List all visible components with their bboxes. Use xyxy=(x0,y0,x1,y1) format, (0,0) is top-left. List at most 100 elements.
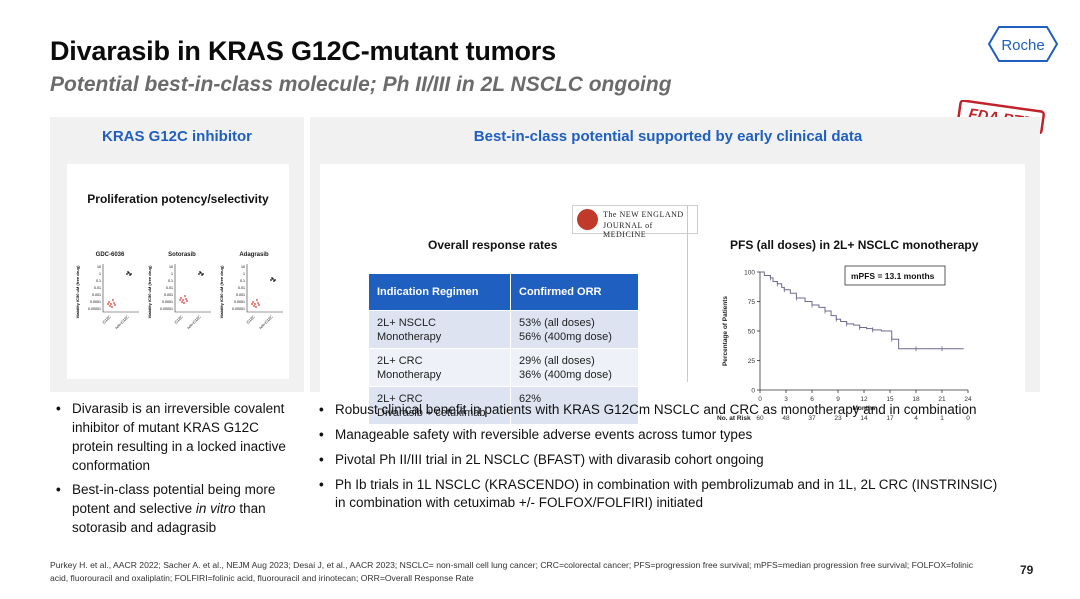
left-bullets: Divarasib is an irreversible covalent in… xyxy=(56,399,296,542)
mini-point-non-g12c xyxy=(270,279,272,281)
orr-cell-value: 53% (all doses) 56% (400mg dose) xyxy=(510,310,639,349)
list-item: Manageable safety with reversible advers… xyxy=(319,426,1009,444)
x-tick-label: 3 xyxy=(784,396,788,403)
mini-axis xyxy=(102,264,139,313)
mini-point-g12c xyxy=(179,299,181,301)
mini-ytick: 0.1 xyxy=(240,279,245,283)
mini-point-g12c xyxy=(256,299,258,301)
y-tick-label: 100 xyxy=(744,270,755,277)
mini-point-g12c xyxy=(183,302,185,304)
mini-point-non-g12c xyxy=(271,277,273,279)
mini-xtick: G12C xyxy=(246,315,256,325)
mini-point-g12c xyxy=(186,300,188,302)
mini-point-g12c xyxy=(184,295,186,297)
mini-point-g12c xyxy=(107,303,109,305)
mini-point-non-g12c xyxy=(127,271,129,273)
mini-point-g12c xyxy=(252,301,254,303)
mini-point-g12c xyxy=(254,303,256,305)
clinical-data-card: The NEW ENGLAND JOURNAL of MEDICINE Over… xyxy=(320,164,1025,425)
mini-chart-title: GDC-6036 xyxy=(95,252,125,258)
logo-text: Roche xyxy=(1001,37,1044,54)
mini-axis xyxy=(174,264,211,313)
mini-point-non-g12c xyxy=(273,280,275,282)
mini-ytick: 1 xyxy=(99,272,101,276)
y-tick-label: 50 xyxy=(748,329,756,336)
list-item: Best-in-class potential being more poten… xyxy=(56,480,296,537)
mini-ytick: 1 xyxy=(171,272,173,276)
table-row: 2L+ CRC Monotherapy 29% (all doses) 36% (4… xyxy=(368,348,639,387)
mini-point-g12c xyxy=(180,297,182,299)
orr-header-orr: Confirmed ORR xyxy=(510,273,639,311)
mini-chart-plot: Viability IC50 uM (free drug) 10 1 0.1 0.01 0… xyxy=(147,264,211,330)
kras-inhibitor-heading: KRAS G12C inhibitor xyxy=(101,128,252,145)
mini-ytick: 10 xyxy=(169,265,173,269)
pfs-curve xyxy=(760,271,964,350)
mini-point-g12c xyxy=(108,301,110,303)
mini-point-g12c xyxy=(112,299,114,301)
mini-ytick: 0.001 xyxy=(164,293,173,297)
mini-chart-plot: Viability IC50 uM (free drug) 10 1 0.1 0.01 0… xyxy=(75,264,139,330)
y-axis-label: Percentage of Patients xyxy=(722,296,729,366)
page-subtitle: Potential best-in-class molecule; Ph II/… xyxy=(50,73,672,96)
x-tick-label: 12 xyxy=(860,396,868,403)
page-number: 79 xyxy=(1020,563,1034,577)
mini-chart: Sotorasib Viability IC50 uM (free drug) 10… xyxy=(147,252,217,342)
mini-ytick: 0.1 xyxy=(96,279,101,283)
mini-ytick: 10 xyxy=(241,265,245,269)
nejm-seal-icon xyxy=(577,209,598,230)
mini-point-non-g12c xyxy=(126,273,128,275)
mini-ylabel: Viability IC50 uM (free drug) xyxy=(75,265,80,318)
orr-cell-indication: 2L+ CRC Monotherapy xyxy=(368,348,511,387)
mini-point-g12c xyxy=(258,304,260,306)
orr-header-indication: Indication Regimen xyxy=(368,273,511,311)
list-item: Divarasib is an irreversible covalent in… xyxy=(56,399,296,475)
mini-xtick: G12C xyxy=(102,315,112,325)
mini-xtick: G12C xyxy=(174,315,184,325)
mini-ytick: 0.01 xyxy=(94,286,101,290)
mini-ytick: 0.0001 xyxy=(90,300,101,304)
x-tick-label: 15 xyxy=(886,396,894,403)
mini-ylabel: Viability IC50 uM (free drug) xyxy=(219,265,224,318)
mini-chart: GDC-6036 Viability IC50 uM (free drug) 10 1… xyxy=(75,252,145,342)
y-tick-label: 0 xyxy=(751,388,755,395)
nejm-line1: The NEW ENGLAND xyxy=(603,210,684,219)
x-tick-label: 6 xyxy=(810,396,814,403)
mini-chart-title: Adagrasib xyxy=(239,252,269,258)
proliferation-title: Proliferation potency/selectivity xyxy=(87,192,269,206)
mini-ytick: 10 xyxy=(97,265,101,269)
orr-cell-indication: 2L+ NSCLC Monotherapy xyxy=(368,310,511,349)
mini-point-g12c xyxy=(182,299,184,301)
mini-ytick: 0.01 xyxy=(166,286,173,290)
mini-point-g12c xyxy=(109,305,111,307)
mpfs-label: mPFS = 13.1 months xyxy=(851,271,935,281)
clinical-data-heading: Best-in-class potential supported by ear… xyxy=(473,128,863,145)
mini-xtick: non-G12C xyxy=(258,315,273,330)
orr-header-row: Indication Regimen Confirmed ORR xyxy=(368,273,639,311)
list-item: Ph Ib trials in 1L NSCLC (KRASCENDO) in … xyxy=(319,476,1009,512)
list-item: Pivotal Ph II/III trial in 2L NSCLC (BFA… xyxy=(319,451,1009,469)
mini-point-g12c xyxy=(114,304,116,306)
x-tick-label: 18 xyxy=(912,396,920,403)
mini-ytick: 0.001 xyxy=(92,293,101,297)
mini-ytick: 1 xyxy=(243,272,245,276)
mini-point-g12c xyxy=(110,303,112,305)
mini-chart-title: Sotorasib xyxy=(168,252,196,258)
orr-cell-value: 29% (all doses) 36% (400mg dose) xyxy=(510,348,639,387)
roche-logo: Roche xyxy=(987,26,1059,62)
mini-point-non-g12c xyxy=(201,274,203,276)
x-tick-label: 24 xyxy=(964,396,972,403)
orr-table: Indication Regimen Confirmed ORR 2L+ NSC… xyxy=(368,273,639,425)
mini-point-g12c xyxy=(251,303,253,305)
mini-ytick: 0.0001 xyxy=(162,300,173,304)
mini-point-g12c xyxy=(185,298,187,300)
table-row: 2L+ NSCLC Monotherapy 53% (all doses) 56% … xyxy=(368,310,639,349)
mpfs-box xyxy=(844,265,946,286)
mini-ylabel: Viability IC50 uM (free drug) xyxy=(147,265,152,318)
mini-point-g12c xyxy=(253,305,255,307)
proliferation-card: Proliferation potency/selectivity GDC-60… xyxy=(67,164,289,379)
mini-xtick: non-G12C xyxy=(114,315,129,330)
mini-point-non-g12c xyxy=(129,274,131,276)
kras-inhibitor-panel: KRAS G12C inhibitor Proliferation potenc… xyxy=(50,117,304,392)
mini-ytick: 0.001 xyxy=(236,293,245,297)
